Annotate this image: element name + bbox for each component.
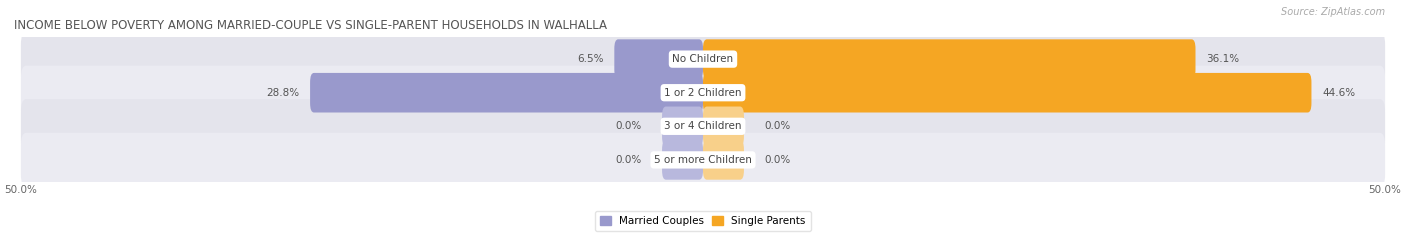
FancyBboxPatch shape — [703, 73, 1312, 113]
Text: INCOME BELOW POVERTY AMONG MARRIED-COUPLE VS SINGLE-PARENT HOUSEHOLDS IN WALHALL: INCOME BELOW POVERTY AMONG MARRIED-COUPL… — [14, 19, 607, 32]
Text: 1 or 2 Children: 1 or 2 Children — [664, 88, 742, 98]
Legend: Married Couples, Single Parents: Married Couples, Single Parents — [595, 211, 811, 231]
FancyBboxPatch shape — [21, 99, 1385, 154]
Text: 3 or 4 Children: 3 or 4 Children — [664, 121, 742, 131]
Text: 5 or more Children: 5 or more Children — [654, 155, 752, 165]
Text: Source: ZipAtlas.com: Source: ZipAtlas.com — [1281, 7, 1385, 17]
Text: 0.0%: 0.0% — [765, 155, 790, 165]
Text: No Children: No Children — [672, 54, 734, 64]
Text: 0.0%: 0.0% — [765, 121, 790, 131]
Text: 36.1%: 36.1% — [1206, 54, 1240, 64]
FancyBboxPatch shape — [21, 65, 1385, 120]
FancyBboxPatch shape — [703, 140, 744, 180]
FancyBboxPatch shape — [21, 32, 1385, 86]
Text: 28.8%: 28.8% — [266, 88, 299, 98]
FancyBboxPatch shape — [703, 39, 1195, 79]
FancyBboxPatch shape — [311, 73, 703, 113]
FancyBboxPatch shape — [614, 39, 703, 79]
Text: 44.6%: 44.6% — [1323, 88, 1355, 98]
Text: 6.5%: 6.5% — [576, 54, 603, 64]
FancyBboxPatch shape — [662, 106, 703, 146]
FancyBboxPatch shape — [703, 106, 744, 146]
FancyBboxPatch shape — [21, 133, 1385, 187]
FancyBboxPatch shape — [662, 140, 703, 180]
Text: 0.0%: 0.0% — [616, 121, 641, 131]
Text: 0.0%: 0.0% — [616, 155, 641, 165]
